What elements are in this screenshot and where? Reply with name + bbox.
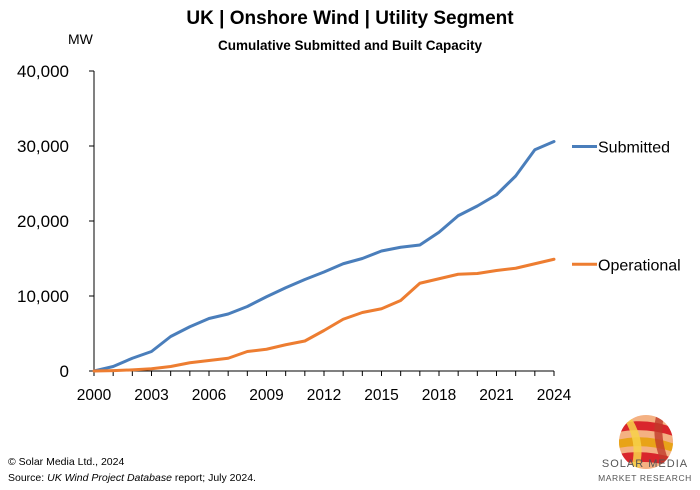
x-tick-label: 2021 xyxy=(479,387,513,404)
y-tick-label: 20,000 xyxy=(17,212,69,231)
x-tick-label: 2009 xyxy=(249,387,283,404)
y-tick-label: 0 xyxy=(60,362,69,381)
solar-media-logo-icon xyxy=(619,415,673,469)
chart-title: UK | Onshore Wind | Utility Segment xyxy=(186,8,514,29)
source-report-name: UK Wind Project Database xyxy=(47,472,172,484)
x-tick-label: 2018 xyxy=(422,387,456,404)
y-tick-label: 10,000 xyxy=(17,287,69,306)
logo-text-line2: MARKET RESEARCH xyxy=(598,473,692,483)
source-prefix: Source: xyxy=(8,472,48,484)
y-tick-label: 40,000 xyxy=(17,62,69,81)
x-tick-label: 2003 xyxy=(134,387,168,404)
logo-text-line1: SOLAR MEDIA xyxy=(601,458,689,470)
series-line-operational xyxy=(92,257,556,373)
x-tick-label: 2000 xyxy=(77,387,112,404)
series-label-operational: Operational xyxy=(598,257,681,274)
x-tick-label: 2015 xyxy=(364,387,398,404)
y-axis-label: MW xyxy=(68,31,94,47)
x-tick-label: 2006 xyxy=(192,387,226,404)
series-label-submitted: Submitted xyxy=(598,140,670,157)
source-suffix: report; July 2024. xyxy=(171,472,256,484)
x-tick-label: 2012 xyxy=(307,387,341,404)
series-line-submitted xyxy=(92,140,556,373)
copyright-text: © Solar Media Ltd., 2024 xyxy=(8,456,125,468)
source-text: Source: UK Wind Project Database report;… xyxy=(8,472,256,484)
chart-subtitle: Cumulative Submitted and Built Capacity xyxy=(217,38,483,53)
x-tick-label: 2024 xyxy=(537,387,572,404)
y-tick-label: 30,000 xyxy=(17,137,69,156)
